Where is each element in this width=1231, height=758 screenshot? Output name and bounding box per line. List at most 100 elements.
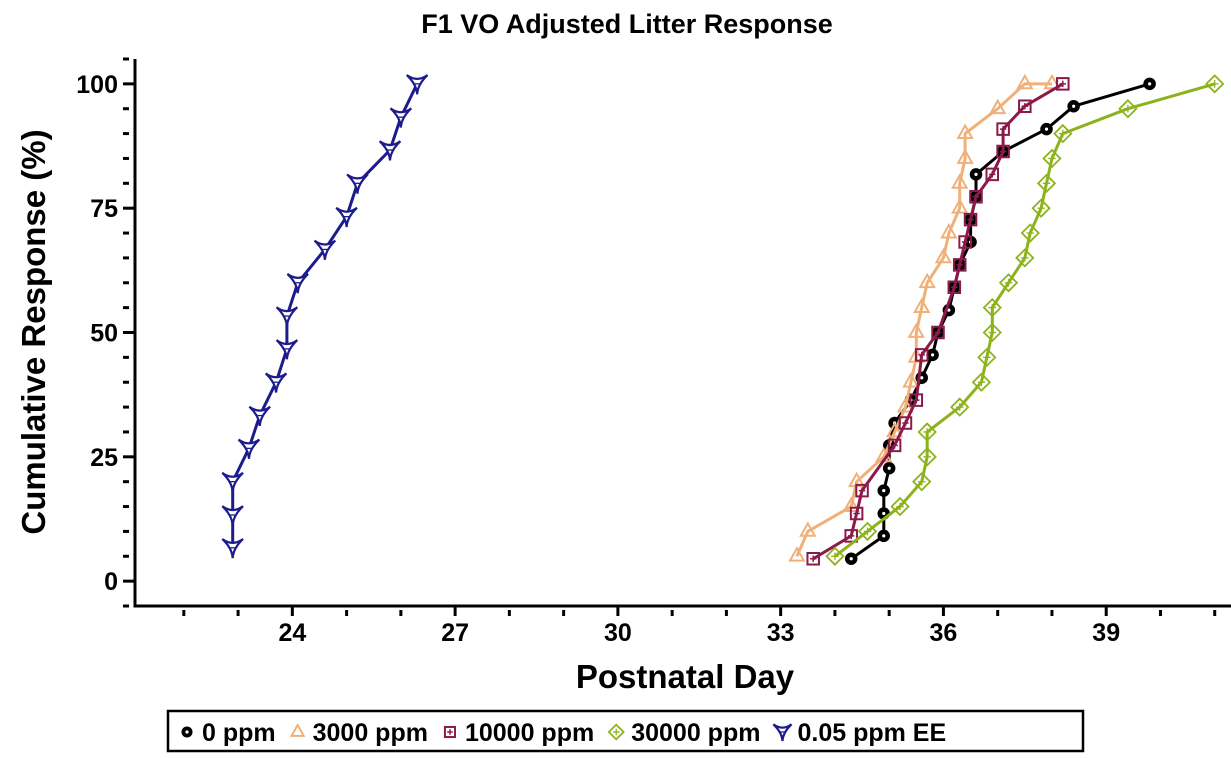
x-tick-label: 33 [767,619,795,647]
legend-marker [772,723,793,742]
data-point [917,422,937,442]
data-point [877,529,891,543]
chart-title: F1 VO Adjusted Litter Response [421,9,833,39]
legend-item-4: 0.05 ppm EE [772,719,946,747]
data-point [971,372,992,392]
data-point [882,461,896,475]
data-point [221,471,244,493]
data-point [378,140,402,161]
data-point [918,272,936,289]
data-point [275,306,299,327]
data-point [989,98,1007,115]
series-1 [788,73,1061,562]
data-point [844,552,858,566]
data-point [998,273,1019,293]
data-point [855,483,869,498]
data-point [963,212,978,227]
data-point [335,206,358,228]
data-point [958,235,972,249]
data-point [286,273,309,294]
data-point [898,416,913,430]
data-point [890,496,910,517]
data-point [914,348,929,362]
data-point [969,189,983,204]
data-point [806,551,820,566]
legend-label: 0.05 ppm EE [797,719,946,747]
data-point [1043,73,1061,90]
data-point [221,538,244,559]
x-axis-label: Postnatal Day [576,658,795,695]
data-point [1067,99,1080,113]
data-point [952,258,967,272]
x-tick-label: 30 [604,619,632,647]
series-line [812,82,1064,561]
x-tick-label: 27 [441,619,469,647]
data-point [951,198,969,214]
data-point [909,393,924,407]
data-point [221,505,244,526]
y-tick-label: 50 [90,320,118,348]
data-point [969,168,983,181]
data-point [389,107,413,128]
x-tick-label: 39 [1092,619,1120,647]
data-point [825,546,845,566]
legend-marker [443,725,457,739]
data-point [1016,73,1034,90]
legend-box [166,709,1085,753]
data-point [844,529,858,543]
legend-item-1: 3000 ppm [289,719,428,747]
data-point [913,297,931,314]
x-tick-label: 24 [278,619,306,647]
data-point [982,322,1002,343]
data-point [1020,223,1040,243]
data-point [996,144,1010,159]
data-point [982,297,1002,318]
data-point [896,397,915,413]
legend-marker [607,723,625,741]
data-point [1036,173,1057,193]
series-line [795,82,1052,557]
legend-marker [289,722,306,737]
legend: 0 ppm 3000 ppm 10000 ppm 30000 ppm 0.05 ppm … [166,709,1085,753]
data-point [940,223,958,239]
legend-marker [181,726,193,738]
legend-label: 3000 ppm [313,719,428,747]
data-point [926,348,939,362]
data-point [885,421,904,438]
data-point [857,521,878,542]
series-2 [806,77,1070,566]
y-tick-label: 75 [90,195,118,223]
data-point [275,339,299,360]
data-point [237,438,261,459]
data-point [788,546,806,562]
data-point [849,506,864,521]
data-point [1015,248,1035,268]
y-axis-label: Cumulative Response (%) [15,129,52,534]
legend-label: 10000 ppm [465,719,594,747]
legend-label: 0 ppm [202,719,276,747]
data-point [1031,198,1051,218]
data-point [799,521,817,537]
plot-area [221,73,1225,566]
data-point [248,405,271,427]
data-point [951,173,969,189]
data-point [934,247,953,264]
data-point [405,74,429,95]
data-point [1040,122,1053,136]
data-point [1205,74,1225,94]
legend-item-2: 10000 ppm [443,719,594,747]
data-point [977,347,997,368]
data-point [264,372,288,393]
series-4 [221,74,429,559]
axes: 24 27 30 33 36 39 0 25 50 75 100 [76,57,1231,647]
data-point [956,123,974,139]
series-line [833,82,1216,558]
data-point [912,472,932,492]
data-point [877,484,891,497]
data-point [902,372,920,388]
x-tick-label: 36 [930,619,958,647]
data-point [996,122,1010,136]
legend-label: 30000 ppm [631,719,760,747]
